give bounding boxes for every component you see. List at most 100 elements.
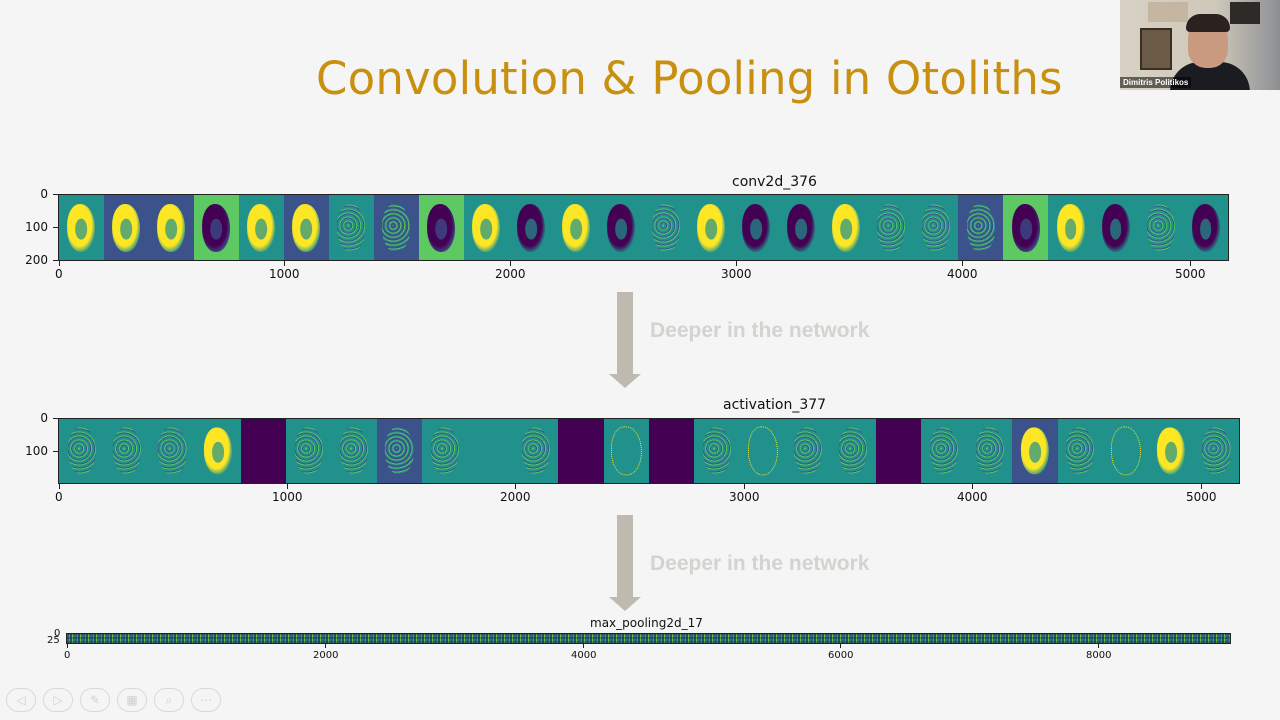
- otolith-core: [435, 218, 448, 240]
- feature-map-panel: [59, 419, 105, 483]
- otolith-blob: [1110, 426, 1141, 476]
- feature-map-panel: [104, 419, 150, 483]
- otolith-core: [615, 218, 627, 240]
- otolith-core: [525, 218, 538, 240]
- feature-map-panel: [785, 419, 831, 483]
- feature-map-panel: [283, 195, 329, 260]
- feature-map-panel: [921, 419, 967, 483]
- slideshow-toolbar: ◁ ▷ ✎ ▦ ⌕ ⋯: [6, 688, 221, 712]
- feature-map-panel: [240, 419, 286, 483]
- otolith-core: [300, 218, 313, 240]
- next-slide-icon[interactable]: ▷: [43, 688, 73, 712]
- otolith-blob: [385, 427, 414, 475]
- x-tick-mark: [510, 261, 511, 266]
- otolith-blob: [930, 427, 959, 475]
- zoom-icon[interactable]: ⌕: [154, 688, 184, 712]
- otolith-blob: [67, 427, 96, 475]
- down-arrow-shaft: [617, 292, 633, 374]
- webcam-video[interactable]: Dimitris Politikos: [1120, 0, 1280, 90]
- otolith-blob: [652, 203, 681, 252]
- feature-map-panel: [688, 195, 734, 260]
- feature-map-panel: [1102, 419, 1149, 483]
- otolith-blob: [966, 203, 995, 252]
- otolith-blob: [430, 427, 459, 475]
- pen-icon[interactable]: ✎: [80, 688, 110, 712]
- feature-map-panel: [195, 419, 241, 483]
- down-arrow-shaft: [617, 515, 633, 597]
- x-tick-label: 8000: [1086, 650, 1112, 661]
- x-tick-label: 1000: [272, 490, 303, 504]
- feature-map-panel: [193, 195, 239, 260]
- feature-map-panel: [643, 195, 689, 260]
- x-tick-label: 0: [55, 267, 63, 281]
- x-tick-label: 3000: [729, 490, 760, 504]
- feature-map-panel: [103, 195, 149, 260]
- otolith-core: [1064, 218, 1077, 240]
- otolith-blob: [521, 427, 550, 475]
- deeper-network-label: Deeper in the network: [650, 552, 870, 575]
- x-tick-mark: [1190, 261, 1191, 266]
- feature-map-panel: [598, 195, 644, 260]
- feature-map-panel: [463, 195, 509, 260]
- otolith-blob: [339, 427, 369, 475]
- otolith-blob: [158, 427, 187, 475]
- x-tick-mark: [972, 484, 973, 489]
- maxpool-feature-map: [66, 633, 1231, 644]
- otolith-core: [705, 218, 717, 240]
- otolith-core: [1109, 218, 1122, 240]
- x-tick-label: 5000: [1186, 490, 1217, 504]
- more-options-icon[interactable]: ⋯: [191, 688, 221, 712]
- x-tick-mark: [736, 261, 737, 266]
- y-tick-label: 0: [40, 411, 48, 425]
- x-tick-mark: [67, 644, 68, 648]
- otolith-core: [1019, 218, 1032, 240]
- y-tick-label: 200: [25, 253, 48, 267]
- otolith-core: [255, 218, 268, 240]
- x-tick-mark: [744, 484, 745, 489]
- y-tick-mark: [53, 227, 58, 228]
- otolith-core: [1028, 442, 1041, 463]
- y-tick-label: 0: [40, 187, 48, 201]
- feature-map-panel: [422, 419, 468, 483]
- feature-map-panel: [1048, 195, 1094, 260]
- x-tick-label: 2000: [495, 267, 526, 281]
- otolith-blob: [876, 203, 905, 252]
- webcam-name-tag: Dimitris Politikos: [1120, 77, 1192, 88]
- otolith-core: [570, 218, 582, 240]
- otolith-blob: [703, 427, 732, 475]
- y-tick-mark: [53, 194, 58, 195]
- feature-map-panel: [733, 195, 779, 260]
- otolith-blob: [793, 427, 823, 475]
- slides-icon[interactable]: ▦: [117, 688, 147, 712]
- feature-map-panel: [558, 419, 604, 483]
- feature-map-panel: [418, 195, 464, 260]
- plot-title-maxpool: max_pooling2d_17: [590, 616, 703, 630]
- otolith-blob: [747, 426, 778, 476]
- x-tick-mark: [962, 261, 963, 266]
- y-tick-mark: [53, 418, 58, 419]
- feature-map-panel: [603, 419, 650, 483]
- feature-map-panel: [1012, 419, 1058, 483]
- wall-frame: [1140, 28, 1172, 70]
- x-tick-mark: [287, 484, 288, 489]
- feature-map-panel: [966, 419, 1013, 483]
- prev-slide-icon[interactable]: ◁: [6, 688, 36, 712]
- wall-frame: [1230, 2, 1260, 24]
- otolith-core: [211, 442, 224, 463]
- otolith-blob: [113, 427, 142, 475]
- otolith-core: [210, 218, 223, 240]
- otolith-blob: [1202, 427, 1231, 475]
- feature-map-panel: [823, 195, 869, 260]
- feature-map-panel: [553, 195, 599, 260]
- otolith-blob: [1066, 427, 1095, 475]
- otolith-core: [120, 218, 133, 240]
- x-tick-label: 6000: [828, 650, 854, 661]
- x-tick-mark: [583, 644, 584, 648]
- y-tick-label: 100: [25, 220, 48, 234]
- otolith-core: [795, 218, 807, 240]
- slide-title: Convolution & Pooling in Otoliths: [316, 52, 1063, 105]
- x-tick-label: 5000: [1175, 267, 1206, 281]
- otolith-blob: [1146, 203, 1175, 252]
- wall-frame: [1148, 2, 1188, 22]
- feature-map-panel: [958, 195, 1004, 260]
